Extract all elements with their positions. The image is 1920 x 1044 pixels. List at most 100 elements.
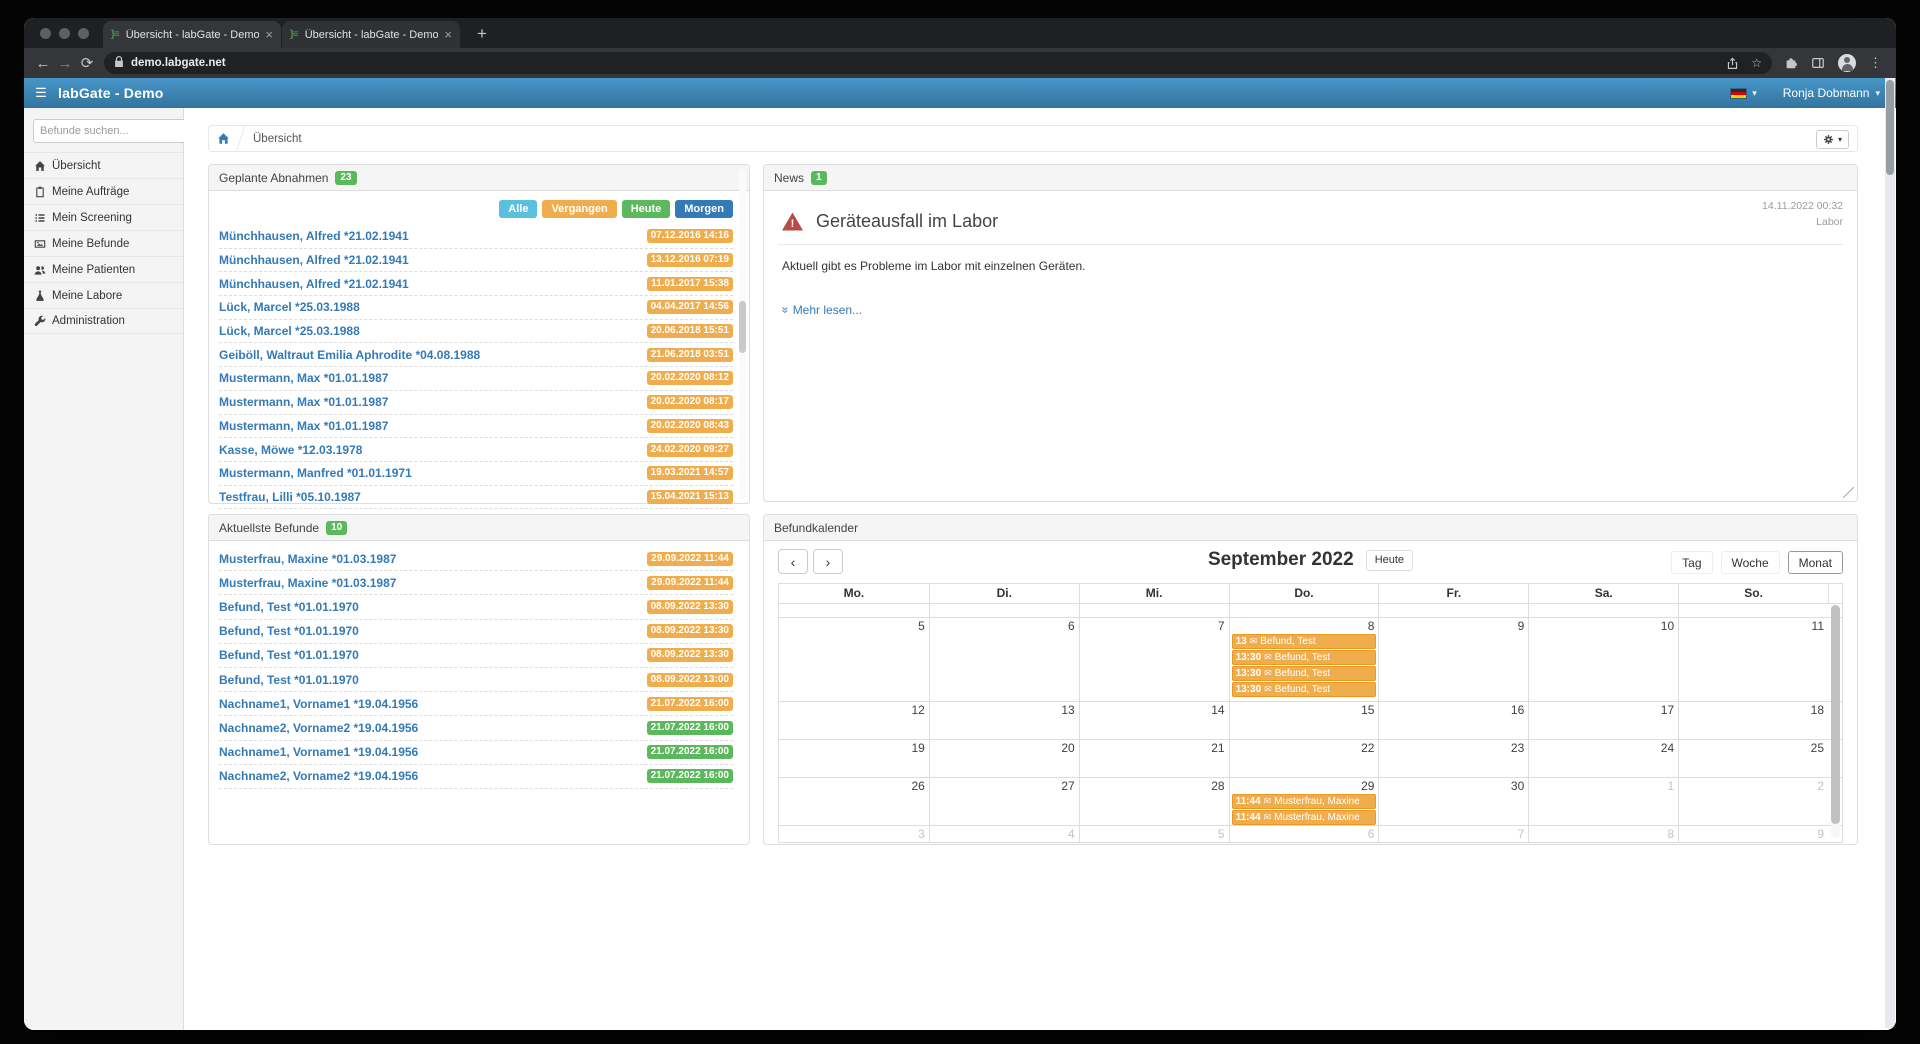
patient-link[interactable]: Geiböll, Waltraut Emilia Aphrodite *04.0…	[219, 347, 481, 362]
user-menu[interactable]: Ronja Dobmann ▾	[1783, 86, 1880, 100]
patient-link[interactable]: Nachname2, Vorname2 *19.04.1956	[219, 769, 419, 784]
calendar-view-monat-button[interactable]: Monat	[1787, 551, 1843, 574]
hamburger-menu-icon[interactable]: ☰	[35, 85, 47, 100]
calendar-day-cell[interactable]: 5	[1078, 826, 1229, 842]
extensions-puzzle-icon[interactable]	[1784, 56, 1798, 70]
patient-link[interactable]: Mustermann, Manfred *01.01.1971	[219, 466, 412, 481]
patient-link[interactable]: Befund, Test *01.01.1970	[219, 648, 359, 663]
calendar-day-cell[interactable]	[1378, 604, 1528, 617]
calendar-day-cell[interactable]: 23	[1378, 740, 1528, 777]
calendar-day-cell[interactable]: 9	[1378, 618, 1528, 701]
calendar-day-cell[interactable]: 15	[1228, 702, 1379, 739]
calendar-day-cell[interactable]: 18	[1678, 702, 1828, 739]
calendar-day-cell[interactable]: 14	[1078, 702, 1229, 739]
patient-link[interactable]: Testfrau, Lilli *05.10.1987	[219, 489, 361, 504]
calendar-day-cell[interactable]	[928, 604, 1079, 617]
calendar-day-cell[interactable]: 26	[779, 778, 929, 825]
address-bar[interactable]: demo.labgate.net ☆	[104, 52, 1772, 74]
calendar-scrollbar[interactable]	[1831, 605, 1840, 838]
calendar-event[interactable]: 11:44 ✉ Musterfrau, Maxine	[1231, 794, 1377, 809]
filter-vergangen-button[interactable]: Vergangen	[542, 200, 617, 218]
panel-scrollbar[interactable]	[739, 169, 746, 499]
profile-avatar[interactable]	[1838, 54, 1856, 72]
sidebar-item-meine-befunde[interactable]: Meine Befunde	[24, 230, 183, 256]
calendar-day-cell[interactable]: 28	[1078, 778, 1229, 825]
patient-link[interactable]: Befund, Test *01.01.1970	[219, 624, 359, 639]
sidebar-item-administration[interactable]: Administration	[24, 308, 183, 334]
calendar-day-cell[interactable]: 12	[779, 702, 929, 739]
kebab-menu-icon[interactable]: ⋮	[1869, 55, 1882, 70]
resize-handle[interactable]	[1843, 487, 1854, 498]
calendar-day-cell[interactable]: 30	[1378, 778, 1528, 825]
patient-link[interactable]: Nachname1, Vorname1 *19.04.1956	[219, 696, 419, 711]
calendar-day-cell[interactable]: 8 13 ✉ Befund, Test 13:30 ✉ Befund, Test 13:30 ✉…	[1228, 618, 1379, 701]
sidebar-item-meine-labore[interactable]: Meine Labore	[24, 282, 183, 308]
calendar-day-cell[interactable]: 7	[1078, 618, 1229, 701]
patient-link[interactable]: Befund, Test *01.01.1970	[219, 599, 359, 614]
calendar-day-cell[interactable]: 9	[1678, 826, 1828, 842]
calendar-day-cell[interactable]: 2	[1678, 778, 1828, 825]
calendar-day-cell[interactable]: 19	[779, 740, 929, 777]
calendar-day-cell[interactable]: 4	[928, 826, 1079, 842]
calendar-day-cell[interactable]: 8	[1528, 826, 1678, 842]
side-panel-icon[interactable]	[1811, 56, 1825, 70]
calendar-event[interactable]: 13:30 ✉ Befund, Test	[1231, 666, 1377, 681]
patient-link[interactable]: Münchhausen, Alfred *21.02.1941	[219, 229, 409, 244]
new-tab-button[interactable]: +	[477, 24, 487, 43]
search-input[interactable]	[33, 119, 188, 143]
reload-button[interactable]: ⟳	[80, 55, 94, 72]
calendar-day-cell[interactable]: 6	[928, 618, 1079, 701]
calendar-event[interactable]: 13:30 ✉ Befund, Test	[1231, 650, 1377, 665]
patient-link[interactable]: Nachname2, Vorname2 *19.04.1956	[219, 720, 419, 735]
calendar-day-cell[interactable]	[779, 604, 929, 617]
calendar-day-cell[interactable]: 21	[1078, 740, 1229, 777]
calendar-view-tag-button[interactable]: Tag	[1671, 551, 1713, 574]
calendar-day-cell[interactable]: 29 11:44 ✉ Musterfrau, Maxine 11:44 ✉ Musterfr…	[1228, 778, 1379, 825]
back-button[interactable]: ←	[35, 54, 51, 72]
language-selector[interactable]: ▾	[1730, 87, 1757, 99]
patient-link[interactable]: Musterfrau, Maxine *01.03.1987	[219, 575, 397, 590]
zoom-window-icon[interactable]	[78, 27, 89, 39]
calendar-event[interactable]: 11:44 ✉ Musterfrau, Maxine	[1231, 810, 1377, 825]
calendar-day-cell[interactable]: 6	[1228, 826, 1379, 842]
sidebar-item-meine-auftrage[interactable]: Meine Aufträge	[24, 178, 183, 204]
calendar-day-cell[interactable]: 20	[928, 740, 1079, 777]
share-icon[interactable]	[1726, 57, 1739, 70]
filter-morgen-button[interactable]: Morgen	[675, 200, 733, 218]
calendar-day-cell[interactable]	[1678, 604, 1828, 617]
bookmark-star-icon[interactable]: ☆	[1751, 56, 1762, 70]
calendar-day-cell[interactable]: 17	[1528, 702, 1678, 739]
calendar-day-cell[interactable]: 27	[928, 778, 1079, 825]
patient-link[interactable]: Befund, Test *01.01.1970	[219, 672, 359, 687]
patient-link[interactable]: Münchhausen, Alfred *21.02.1941	[219, 276, 409, 291]
patient-link[interactable]: Lück, Marcel *25.03.1988	[219, 300, 360, 315]
patient-link[interactable]: Mustermann, Max *01.01.1987	[219, 418, 389, 433]
sidebar-item-mein-screening[interactable]: Mein Screening	[24, 204, 183, 230]
calendar-day-cell[interactable]: 13	[928, 702, 1079, 739]
patient-link[interactable]: Lück, Marcel *25.03.1988	[219, 324, 360, 339]
calendar-day-cell[interactable]: 1	[1528, 778, 1678, 825]
calendar-event[interactable]: 13:30 ✉ Befund, Test	[1231, 682, 1377, 697]
tab-close-icon[interactable]: ×	[444, 27, 452, 42]
read-more-link[interactable]: » Mehr lesen...	[778, 303, 863, 317]
calendar-day-cell[interactable]: 11	[1678, 618, 1828, 701]
calendar-event[interactable]: 13 ✉ Befund, Test	[1231, 634, 1377, 649]
minimize-window-icon[interactable]	[59, 27, 70, 39]
browser-tab[interactable]: }≡ Übersicht - labGate - Demo ×	[103, 21, 281, 48]
calendar-day-cell[interactable]: 24	[1528, 740, 1678, 777]
calendar-day-cell[interactable]: 3	[779, 826, 929, 842]
filter-alle-button[interactable]: Alle	[499, 200, 538, 218]
calendar-day-cell[interactable]: 25	[1678, 740, 1828, 777]
sidebar-item-meine-patienten[interactable]: Meine Patienten	[24, 256, 183, 282]
tab-close-icon[interactable]: ×	[265, 27, 273, 42]
calendar-next-button[interactable]: ›	[813, 549, 843, 574]
forward-button[interactable]: →	[57, 54, 73, 72]
calendar-day-cell[interactable]	[1528, 604, 1678, 617]
patient-link[interactable]: Nachname1, Vorname1 *19.04.1956	[219, 745, 419, 760]
sidebar-item-ubersicht[interactable]: Übersicht	[24, 152, 183, 178]
patient-link[interactable]: Musterfrau, Maxine *01.03.1987	[219, 551, 397, 566]
patient-link[interactable]: Mustermann, Max *01.01.1987	[219, 371, 389, 386]
calendar-day-cell[interactable]: 16	[1378, 702, 1528, 739]
window-traffic-lights[interactable]	[24, 18, 103, 48]
calendar-day-cell[interactable]: 10	[1528, 618, 1678, 701]
